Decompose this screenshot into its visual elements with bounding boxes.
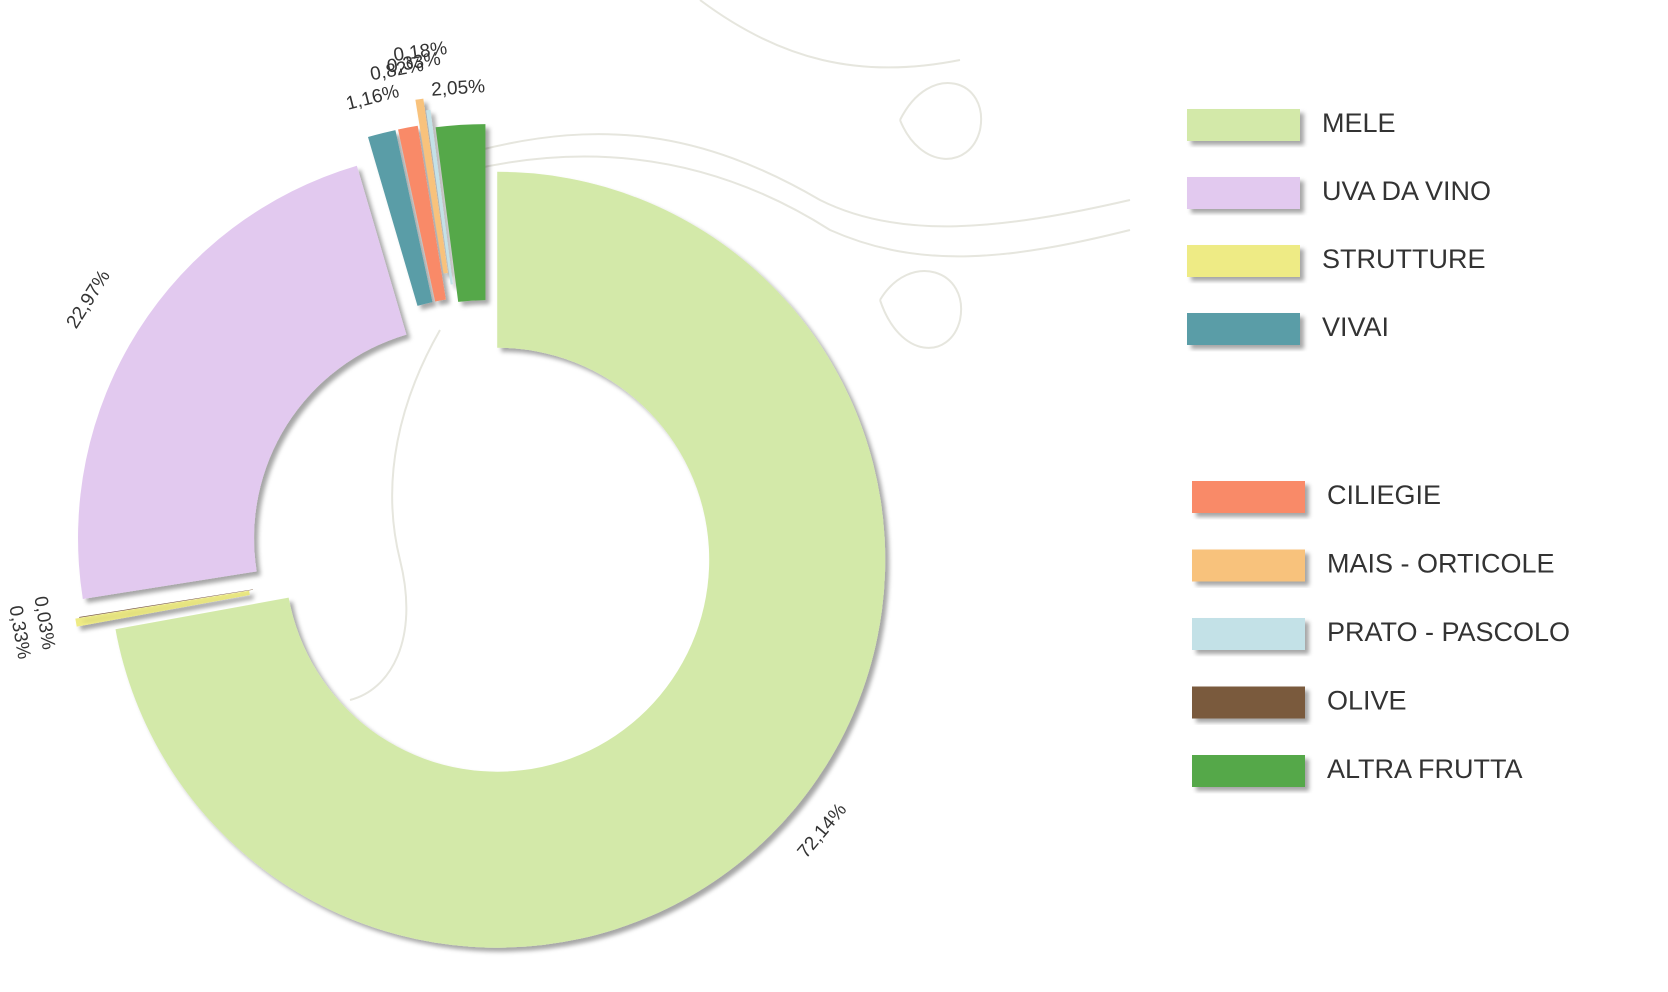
legend-label: OLIVE <box>1327 686 1407 716</box>
data-label: 22,97% <box>63 266 115 332</box>
chart: 72,14%0,33%0,03%22,97%1,16%0,82%0,33%0,1… <box>0 0 1668 992</box>
legend: MELE UVA DA VINO STRUTTURE VIVAI CILIEGIE MAI… <box>1187 108 1570 787</box>
data-label: 0,03% <box>29 595 58 652</box>
donut <box>75 99 885 948</box>
legend-swatch <box>1187 109 1300 141</box>
legend-swatch <box>1192 755 1305 787</box>
data-label: 0,33% <box>4 604 34 661</box>
legend-swatch <box>1192 550 1305 582</box>
legend-swatch <box>1187 245 1300 277</box>
data-label: 1,16% <box>344 81 401 115</box>
legend-label: UVA DA VINO <box>1322 176 1491 206</box>
data-label: 2,05% <box>431 76 486 100</box>
legend-label: MELE <box>1322 108 1396 138</box>
legend-label: CILIEGIE <box>1327 480 1441 510</box>
data-label: 72,14% <box>794 799 851 862</box>
legend-label: STRUTTURE <box>1322 244 1486 274</box>
legend-swatch <box>1187 177 1300 209</box>
slice <box>78 166 406 599</box>
legend-label: VIVAI <box>1322 312 1389 342</box>
legend-label: ALTRA FRUTTA <box>1327 754 1523 784</box>
legend-swatch <box>1192 481 1305 513</box>
legend-swatch <box>1192 618 1305 650</box>
legend-swatch <box>1187 313 1300 345</box>
legend-swatch <box>1192 687 1305 719</box>
legend-label: PRATO - PASCOLO <box>1327 617 1570 647</box>
legend-label: MAIS - ORTICOLE <box>1327 549 1555 579</box>
